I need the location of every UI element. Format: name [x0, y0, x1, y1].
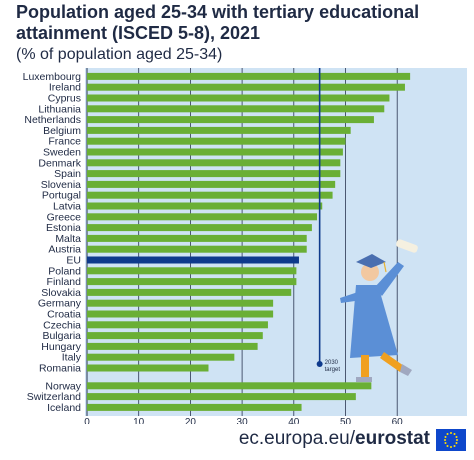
- bar-italy: [87, 353, 235, 361]
- bar-luxembourg: [87, 72, 411, 80]
- category-label: Latvia: [53, 201, 81, 213]
- bar-slovakia: [87, 288, 292, 296]
- category-label: Czechia: [43, 319, 81, 331]
- category-label: Greece: [47, 211, 82, 223]
- x-tick-label: 30: [237, 417, 249, 428]
- x-tick-label: 40: [288, 417, 300, 428]
- category-label: EU: [66, 255, 81, 267]
- bar-slovenia: [87, 180, 336, 188]
- title-block: Population aged 25-34 with tertiary educ…: [16, 2, 466, 65]
- bar-portugal: [87, 191, 333, 199]
- category-label: Croatia: [47, 309, 81, 321]
- category-label: Iceland: [47, 402, 81, 414]
- target-marker: [316, 361, 323, 367]
- chart-subtitle: (% of population aged 25-34): [16, 46, 223, 63]
- bar-romania: [87, 364, 209, 372]
- bar-sweden: [87, 148, 343, 156]
- category-label: Slovenia: [41, 179, 81, 191]
- target-label-line-2: target: [325, 367, 341, 373]
- category-label: Austria: [48, 244, 81, 256]
- bar-lithuania: [87, 105, 385, 113]
- category-label: France: [48, 136, 81, 148]
- bar-denmark: [87, 159, 341, 167]
- category-label: Netherlands: [24, 114, 81, 126]
- bar-belgium: [87, 126, 351, 134]
- bar-bulgaria: [87, 332, 263, 340]
- bar-poland: [87, 267, 297, 275]
- bar-chart: LuxembourgIrelandCyprusLithuaniaNetherla…: [23, 68, 467, 428]
- chart-title-line-1: Population aged 25-34 with tertiary educ…: [16, 2, 420, 22]
- graduate-illustration: [340, 239, 418, 382]
- footer-url-prefix: ec.europa.eu/: [238, 428, 356, 449]
- x-tick-label: 50: [340, 417, 352, 428]
- x-tick-label: 60: [392, 417, 404, 428]
- category-label: Bulgaria: [42, 330, 81, 342]
- footer-url[interactable]: ec.europa.eu/eurostat: [239, 428, 430, 450]
- bar-spain: [87, 170, 341, 178]
- bar-hungary: [87, 342, 258, 350]
- bar-estonia: [87, 224, 312, 232]
- category-label: Luxembourg: [23, 71, 82, 83]
- bar-czechia: [87, 321, 268, 329]
- bar-iceland: [87, 403, 302, 411]
- bar-switzerland: [87, 393, 356, 401]
- category-label: Belgium: [43, 125, 81, 137]
- target-label-line-1: 2030: [325, 360, 339, 366]
- x-tick-label: 0: [84, 417, 90, 428]
- category-label: Estonia: [46, 222, 81, 234]
- x-tick-label: 20: [185, 417, 197, 428]
- category-label: Norway: [45, 380, 81, 392]
- bar-norway: [87, 382, 372, 390]
- category-label: Germany: [38, 298, 82, 310]
- category-label: Denmark: [38, 157, 81, 169]
- category-label: Portugal: [42, 190, 81, 202]
- chart-title-line-2: attainment (ISCED 5-8), 2021: [16, 23, 261, 43]
- bar-ireland: [87, 83, 405, 91]
- bar-croatia: [87, 310, 274, 318]
- category-label: Sweden: [43, 147, 81, 159]
- bar-cyprus: [87, 94, 390, 102]
- category-label: Cyprus: [48, 93, 81, 105]
- category-label: Lithuania: [38, 103, 81, 115]
- bar-germany: [87, 299, 274, 307]
- bar-eu: [87, 256, 299, 264]
- category-label: Hungary: [41, 341, 81, 353]
- x-tick-label: 10: [133, 417, 145, 428]
- eu-flag-icon: [436, 429, 466, 451]
- category-label: Malta: [55, 233, 81, 245]
- bar-malta: [87, 234, 307, 242]
- category-label: Finland: [47, 276, 82, 288]
- bar-finland: [87, 278, 297, 286]
- category-label: Slovakia: [41, 287, 81, 299]
- bar-netherlands: [87, 116, 374, 124]
- category-label: Poland: [48, 265, 81, 277]
- bar-latvia: [87, 202, 323, 210]
- footer: [0, 424, 474, 460]
- category-label: Italy: [62, 352, 82, 364]
- category-label: Ireland: [49, 82, 81, 94]
- category-label: Romania: [39, 363, 81, 375]
- footer-url-brand: eurostat: [355, 428, 430, 449]
- bar-austria: [87, 245, 307, 253]
- category-label: Switzerland: [27, 391, 81, 403]
- bar-greece: [87, 213, 318, 221]
- category-label: Spain: [54, 168, 81, 180]
- bar-france: [87, 137, 346, 145]
